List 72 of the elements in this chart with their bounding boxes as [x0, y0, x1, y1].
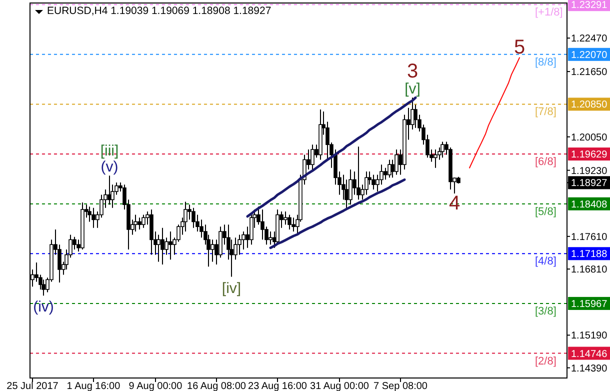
annotation: [7/8]: [535, 106, 556, 118]
candlestick: [364, 171, 368, 196]
x-tick-label: 16 Aug 08:00: [187, 381, 246, 391]
line-series: [469, 57, 520, 168]
candlestick: [250, 214, 254, 246]
y-tick-label: 1.14390: [571, 363, 608, 374]
candlestick: [292, 217, 296, 232]
candlestick: [168, 231, 172, 260]
ref-line-label: 1.17188: [571, 249, 608, 260]
ref-line-label: 1.18408: [571, 199, 608, 210]
y-tick-label: 1.15190: [571, 330, 608, 342]
ref-line-label: 1.19629: [571, 150, 608, 161]
candlestick: [160, 227, 164, 266]
candlestick: [284, 211, 288, 226]
annotation: [6/8]: [535, 156, 556, 168]
candlestick: [414, 104, 418, 128]
annotation: [iii]: [100, 142, 119, 160]
candlestick: [356, 146, 360, 200]
ref-line-label: 1.20850: [571, 100, 608, 111]
candlestick: [260, 208, 264, 240]
y-tick-label: 1.16810: [571, 264, 608, 276]
candlestick: [344, 179, 348, 210]
annotation: [v]: [404, 80, 420, 98]
candlestick: [440, 141, 444, 158]
ref-line-label: 1.14746: [571, 348, 608, 360]
annotation: [8/8]: [535, 56, 556, 68]
annotation: [+1/8]: [535, 6, 563, 19]
candlestick: [184, 201, 188, 232]
candlestick: [238, 234, 242, 256]
annotation: 3: [406, 60, 418, 83]
annotation: [5/8]: [535, 206, 556, 218]
candlestick: [92, 207, 96, 228]
candlestick: [394, 148, 398, 176]
x-tick-label: 31 Aug 00:00: [310, 381, 370, 391]
y-tick-label: 1.22470: [571, 34, 608, 45]
ref-line-label: 1.15967: [571, 298, 608, 310]
annotation: [3/8]: [535, 305, 556, 318]
candlestick: [434, 148, 438, 168]
annotation: [iv]: [222, 280, 242, 297]
candlestick: [42, 279, 46, 296]
y-tick-label: 1.20050: [571, 132, 608, 144]
line-series: [246, 96, 417, 218]
line-series: [269, 178, 406, 250]
candlestick: [268, 231, 272, 246]
candlestick: [156, 234, 160, 262]
x-tick-label: 25 Jul 2017: [6, 381, 59, 391]
candlestick: [372, 174, 376, 190]
ref-line-label: 1.22070: [571, 50, 608, 61]
candlestick: [134, 214, 138, 232]
candlestick: [348, 168, 352, 206]
y-tick-label: 1.17610: [571, 232, 608, 243]
x-tick-label: 1 Aug 16:00: [66, 381, 121, 391]
y-tick-label: 1.19230: [571, 166, 608, 177]
candlestick: [138, 217, 142, 230]
ref-line-label: 1.23291: [571, 0, 608, 12]
candlestick: [142, 214, 146, 228]
x-tick-label: 7 Sep 08:00: [374, 381, 428, 391]
annotation: [4/8]: [535, 256, 556, 268]
candlestick: [192, 207, 196, 228]
candlestick: [210, 239, 214, 262]
candlestick: [288, 214, 292, 230]
annotation: [2/8]: [535, 355, 556, 368]
annotation: (iv): [33, 298, 54, 316]
candlestick: [310, 144, 314, 170]
annotation: (v): [100, 158, 118, 176]
chart-title: EURUSD,H4 1.19039 1.19069 1.18908 1.18927: [47, 5, 272, 17]
x-tick-label: 9 Aug 00:00: [128, 381, 183, 391]
annotation: 5: [514, 36, 526, 59]
y-tick-label: 1.18927: [571, 178, 608, 190]
candlestick: [384, 167, 388, 180]
x-tick-label: 23 Aug 16:00: [248, 381, 308, 391]
y-tick-label: 1.21650: [571, 67, 608, 78]
